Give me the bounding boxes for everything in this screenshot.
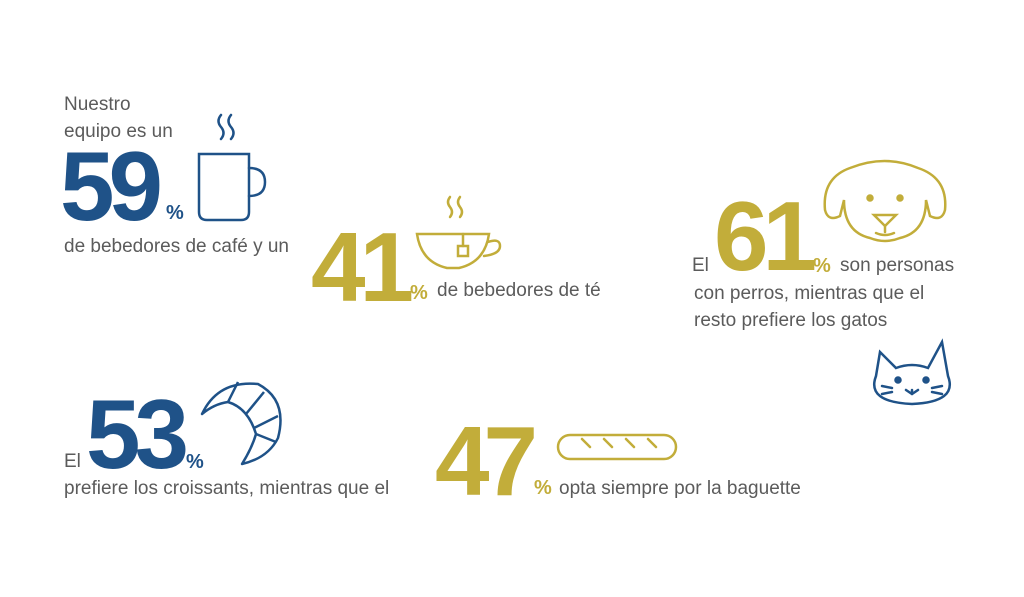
dogs-before: El [692, 255, 709, 276]
coffee-intro-line2: equipo es un [64, 121, 173, 142]
croissant-text: prefiere los croissants, mientras que el [64, 478, 390, 499]
tea-text: de bebedores de té [437, 280, 601, 301]
dogs-percentage: 61 [714, 181, 817, 291]
baguette-icon [556, 433, 678, 461]
tea-percentage: 41 [311, 212, 414, 322]
coffee-mug-icon [197, 113, 267, 222]
baguette-text: opta siempre por la baguette [559, 478, 801, 499]
coffee-intro-line1: Nuestro [64, 94, 131, 115]
dogs-line3: resto prefiere los gatos [694, 310, 888, 331]
dogs-line2: con perros, mientras que el [694, 283, 925, 304]
croissant-percentage: 53 [86, 379, 189, 489]
dogs-text: son personas [840, 255, 955, 276]
croissant-icon [200, 381, 282, 466]
coffee-text: de bebedores de café y un [64, 236, 290, 257]
baguette-percentage: 47 [435, 406, 538, 516]
cat-icon [873, 338, 951, 406]
croissant-before: El [64, 451, 81, 472]
teacup-icon [415, 195, 502, 270]
tea-percent-sign: % [410, 282, 428, 304]
coffee-percent-sign: % [166, 202, 184, 224]
dogs-percent-sign: % [813, 255, 831, 277]
croissant-percent-sign: % [186, 451, 204, 473]
baguette-percent-sign: % [534, 477, 552, 499]
coffee-percentage: 59 [60, 131, 163, 241]
dog-icon [823, 159, 947, 243]
